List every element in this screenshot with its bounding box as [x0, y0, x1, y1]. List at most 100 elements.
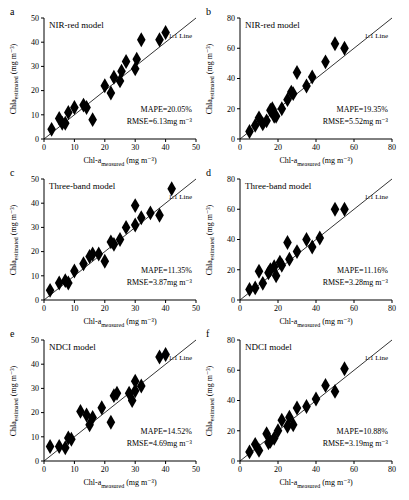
svg-text:40: 40: [162, 465, 170, 474]
svg-text:20: 20: [274, 304, 282, 313]
html-text:MAPE=20.05%: MAPE=20.05%: [140, 105, 192, 114]
html-text:MAPE=11.16%: MAPE=11.16%: [336, 266, 388, 275]
svg-text:50: 50: [192, 143, 200, 152]
svg-text:40: 40: [312, 143, 320, 152]
svg-text:40: 40: [227, 396, 235, 405]
html-text:(mg m⁻³): (mg m⁻³): [8, 43, 18, 76]
html-text:NDCI model: NDCI model: [49, 342, 96, 352]
html-text:Chl-ameasured(mg m⁻³): Chl-ameasured(mg m⁻³): [279, 478, 353, 489]
svg-text:0: 0: [42, 304, 46, 313]
svg-text:10: 10: [31, 111, 39, 120]
html-text:Chla: Chla: [8, 98, 18, 114]
svg-text:40: 40: [31, 360, 39, 369]
svg-text:0: 0: [42, 465, 46, 474]
html-text:Chl-ameasured(mg m⁻³): Chl-ameasured(mg m⁻³): [83, 156, 157, 167]
svg-text:0: 0: [231, 296, 235, 305]
svg-text:40: 40: [227, 74, 235, 83]
svg-text:50: 50: [192, 465, 200, 474]
html-text:(mg m⁻³): (mg m⁻³): [204, 43, 214, 76]
html-text:(mg m⁻³): (mg m⁻³): [8, 365, 18, 398]
svg-text:80: 80: [227, 175, 235, 184]
svg-text:40: 40: [312, 304, 320, 313]
svg-text:20: 20: [274, 143, 282, 152]
svg-text:0: 0: [231, 135, 235, 144]
html-text:MAPE=19.35%: MAPE=19.35%: [336, 105, 388, 114]
svg-text:50: 50: [31, 336, 39, 345]
svg-text:20: 20: [101, 304, 109, 313]
html-text:Chl-ameasured(mg m⁻³): Chl-ameasured(mg m⁻³): [83, 478, 157, 489]
svg-text:10: 10: [70, 143, 78, 152]
html-text:Chl-ameasured(mg m⁻³): Chl-ameasured(mg m⁻³): [83, 317, 157, 328]
svg-text:0: 0: [35, 296, 39, 305]
svg-text:60: 60: [350, 465, 358, 474]
html-text:RMSE=5.52mg m⁻³: RMSE=5.52mg m⁻³: [322, 117, 388, 126]
svg-text:80: 80: [227, 14, 235, 23]
svg-text:30: 30: [131, 465, 139, 474]
svg-text:40: 40: [227, 235, 235, 244]
svg-text:80: 80: [388, 143, 396, 152]
svg-text:0: 0: [42, 143, 46, 152]
html-text:RMSE=4.69mg m⁻³: RMSE=4.69mg m⁻³: [126, 439, 192, 448]
svg-text:60: 60: [227, 366, 235, 375]
svg-text:0: 0: [238, 465, 242, 474]
html-text:Chla: Chla: [8, 259, 18, 275]
svg-text:20: 20: [227, 266, 235, 275]
svg-text:50: 50: [31, 14, 39, 23]
svg-text:10: 10: [70, 465, 78, 474]
html-text:NIR-red model: NIR-red model: [49, 20, 104, 30]
svg-text:20: 20: [227, 105, 235, 114]
html-text:Chla: Chla: [204, 420, 214, 436]
svg-text:60: 60: [350, 304, 358, 313]
html-text:Three-band model: Three-band model: [49, 181, 116, 191]
svg-text:80: 80: [227, 336, 235, 345]
html-text:MAPE=11.35%: MAPE=11.35%: [140, 266, 192, 275]
svg-text:40: 40: [31, 199, 39, 208]
svg-text:60: 60: [227, 205, 235, 214]
html-text:MAPE=14.52%: MAPE=14.52%: [140, 427, 192, 436]
svg-text:80: 80: [388, 465, 396, 474]
svg-text:0: 0: [35, 135, 39, 144]
svg-text:30: 30: [31, 62, 39, 71]
svg-text:20: 20: [274, 465, 282, 474]
html-text:RMSE=3.28mg m⁻³: RMSE=3.28mg m⁻³: [322, 278, 388, 287]
svg-text:40: 40: [312, 465, 320, 474]
html-text:NDCI model: NDCI model: [245, 342, 292, 352]
html-text:Chl-ameasured(mg m⁻³): Chl-ameasured(mg m⁻³): [279, 156, 353, 167]
html-text:Chla: Chla: [8, 420, 18, 436]
html-text:(mg m⁻³): (mg m⁻³): [204, 365, 214, 398]
svg-text:40: 40: [162, 304, 170, 313]
html-text:Chl-ameasured(mg m⁻³): Chl-ameasured(mg m⁻³): [279, 317, 353, 328]
svg-text:30: 30: [31, 384, 39, 393]
svg-text:0: 0: [35, 457, 39, 466]
svg-text:60: 60: [227, 44, 235, 53]
svg-text:30: 30: [31, 223, 39, 232]
svg-text:40: 40: [31, 38, 39, 47]
html-text:NIR-red model: NIR-red model: [245, 20, 300, 30]
svg-text:0: 0: [231, 457, 235, 466]
svg-text:30: 30: [131, 143, 139, 152]
svg-text:50: 50: [31, 175, 39, 184]
svg-text:10: 10: [31, 433, 39, 442]
svg-text:60: 60: [350, 143, 358, 152]
html-text:(mg m⁻³): (mg m⁻³): [8, 204, 18, 237]
html-text:(mg m⁻³): (mg m⁻³): [204, 204, 214, 237]
svg-text:20: 20: [31, 86, 39, 95]
svg-text:20: 20: [101, 143, 109, 152]
svg-text:20: 20: [31, 247, 39, 256]
html-text:Chla: Chla: [204, 98, 214, 114]
html-text:Chla: Chla: [204, 259, 214, 275]
svg-text:20: 20: [227, 427, 235, 436]
svg-text:20: 20: [101, 465, 109, 474]
svg-text:0: 0: [238, 143, 242, 152]
svg-text:30: 30: [131, 304, 139, 313]
svg-text:0: 0: [238, 304, 242, 313]
svg-text:20: 20: [31, 408, 39, 417]
html-text:RMSE=3.87mg m⁻³: RMSE=3.87mg m⁻³: [126, 278, 192, 287]
svg-text:80: 80: [388, 304, 396, 313]
svg-text:10: 10: [31, 272, 39, 281]
svg-text:40: 40: [162, 143, 170, 152]
svg-text:10: 10: [70, 304, 78, 313]
html-text:RMSE=6.13mg m⁻³: RMSE=6.13mg m⁻³: [126, 117, 192, 126]
svg-text:50: 50: [192, 304, 200, 313]
html-text:Three-band model: Three-band model: [245, 181, 312, 191]
